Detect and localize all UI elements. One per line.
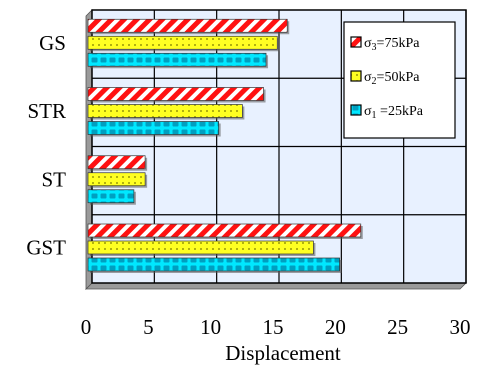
- category-label: GST: [26, 236, 66, 260]
- x-tick-label: 25: [387, 315, 408, 339]
- legend-label: σ1 =25kPa: [364, 104, 424, 121]
- category-label: STR: [27, 99, 66, 123]
- bar: [87, 189, 135, 204]
- x-tick-labels: 0 5 10 15 20 25 30: [81, 315, 471, 339]
- category-label: ST: [41, 167, 66, 191]
- bar: [87, 18, 288, 33]
- category-label: GS: [39, 31, 66, 55]
- category-labels: GS STR ST GST: [26, 31, 66, 260]
- x-tick-label: 30: [450, 315, 471, 339]
- bar: [87, 121, 220, 135]
- bar: [87, 52, 267, 67]
- x-tick-label: 15: [263, 315, 284, 339]
- legend: σ3=75kPa σ2=50kPa σ1 =25kPa: [343, 21, 456, 139]
- legend-swatch: [350, 104, 362, 116]
- legend-swatch: [350, 70, 362, 82]
- bar: [87, 87, 264, 101]
- bars-group: [87, 18, 363, 273]
- bar: [87, 35, 278, 50]
- legend-label: σ2=50kPa: [364, 70, 420, 87]
- bar: [87, 240, 314, 255]
- x-tick-label: 10: [200, 315, 221, 339]
- legend-swatch: [350, 36, 362, 48]
- bar: [87, 104, 243, 118]
- x-tick-label: 5: [143, 315, 154, 339]
- legend-label: σ3=75kPa: [364, 36, 420, 53]
- x-tick-label: 0: [81, 315, 92, 339]
- plot-frame: [91, 9, 467, 284]
- bar: [87, 223, 362, 238]
- bar: [87, 172, 146, 187]
- legend-box: [343, 21, 456, 139]
- plot-floor: [85, 282, 467, 290]
- bar: [87, 155, 146, 170]
- bar: [87, 257, 340, 272]
- x-tick-label: 20: [325, 315, 346, 339]
- x-axis-label: Displacement: [225, 341, 341, 365]
